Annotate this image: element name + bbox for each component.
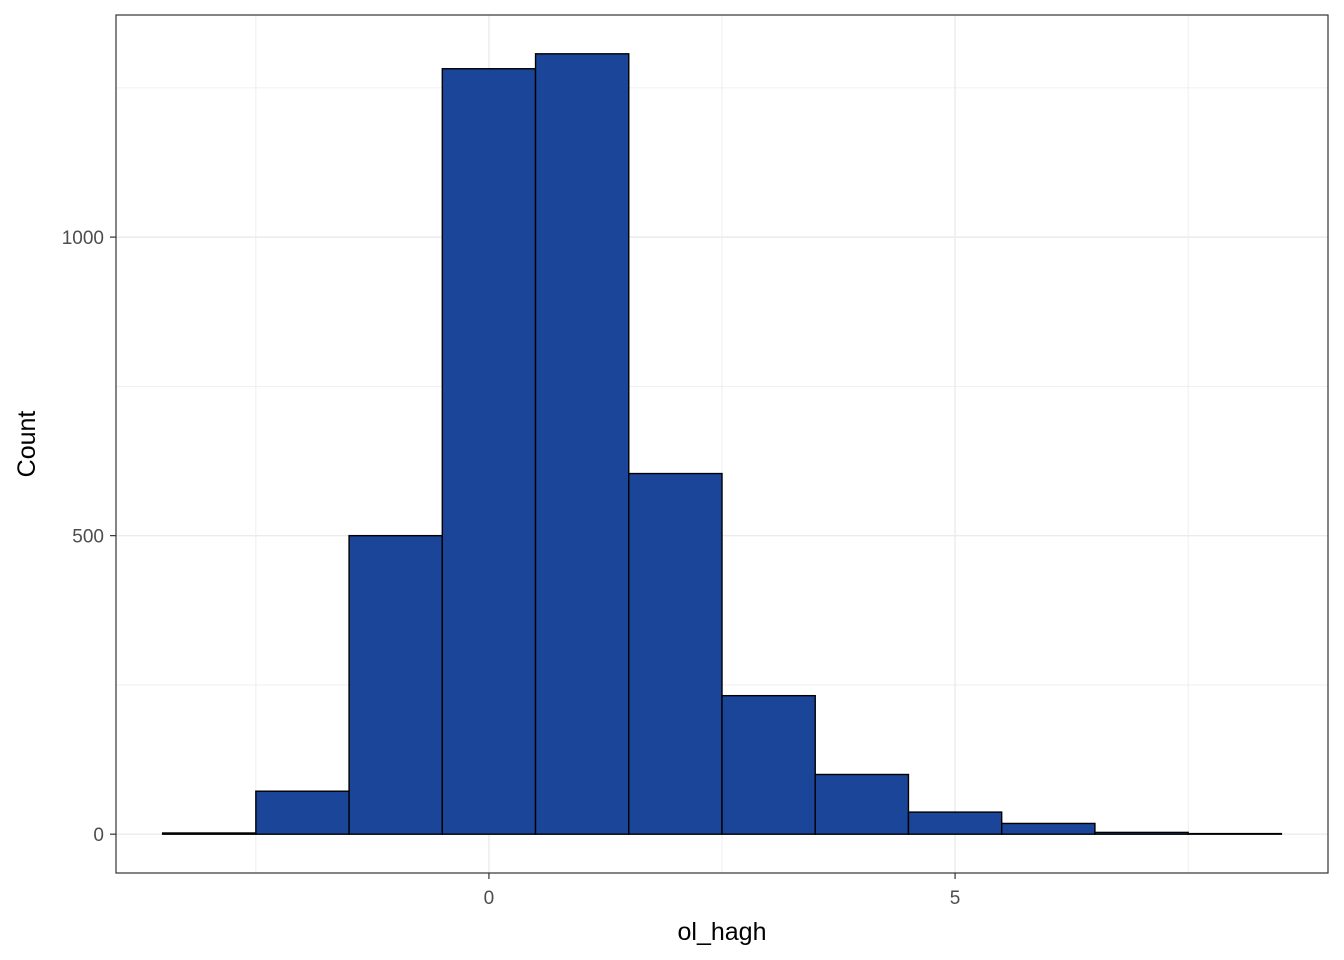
histogram-bar xyxy=(255,790,350,835)
histogram-bar xyxy=(721,694,816,835)
axis-tick-marks xyxy=(110,236,956,879)
histogram-bar xyxy=(1094,831,1189,835)
histogram-bar xyxy=(441,68,537,835)
x-axis-title: ol_hagh xyxy=(678,918,767,946)
y-tick-label: 0 xyxy=(93,825,104,846)
histogram-bar xyxy=(907,811,1003,835)
histogram-bar xyxy=(1000,822,1096,835)
x-tick-label: 0 xyxy=(484,888,495,909)
panel-border xyxy=(115,14,1329,874)
y-tick-label: 500 xyxy=(72,527,104,548)
histogram-bar xyxy=(348,534,444,835)
histogram-bar xyxy=(534,53,630,835)
y-axis-title: Count xyxy=(13,411,41,478)
x-tick-label: 5 xyxy=(950,888,961,909)
y-tick-label: 1000 xyxy=(62,228,104,249)
y-axis-tick-labels: 0 500 1000 xyxy=(62,228,104,846)
histogram-bars xyxy=(161,53,1283,835)
histogram-bar xyxy=(1187,832,1283,835)
histogram-bar xyxy=(161,832,257,835)
histogram-bar xyxy=(814,773,910,835)
histogram-bar xyxy=(628,472,723,835)
